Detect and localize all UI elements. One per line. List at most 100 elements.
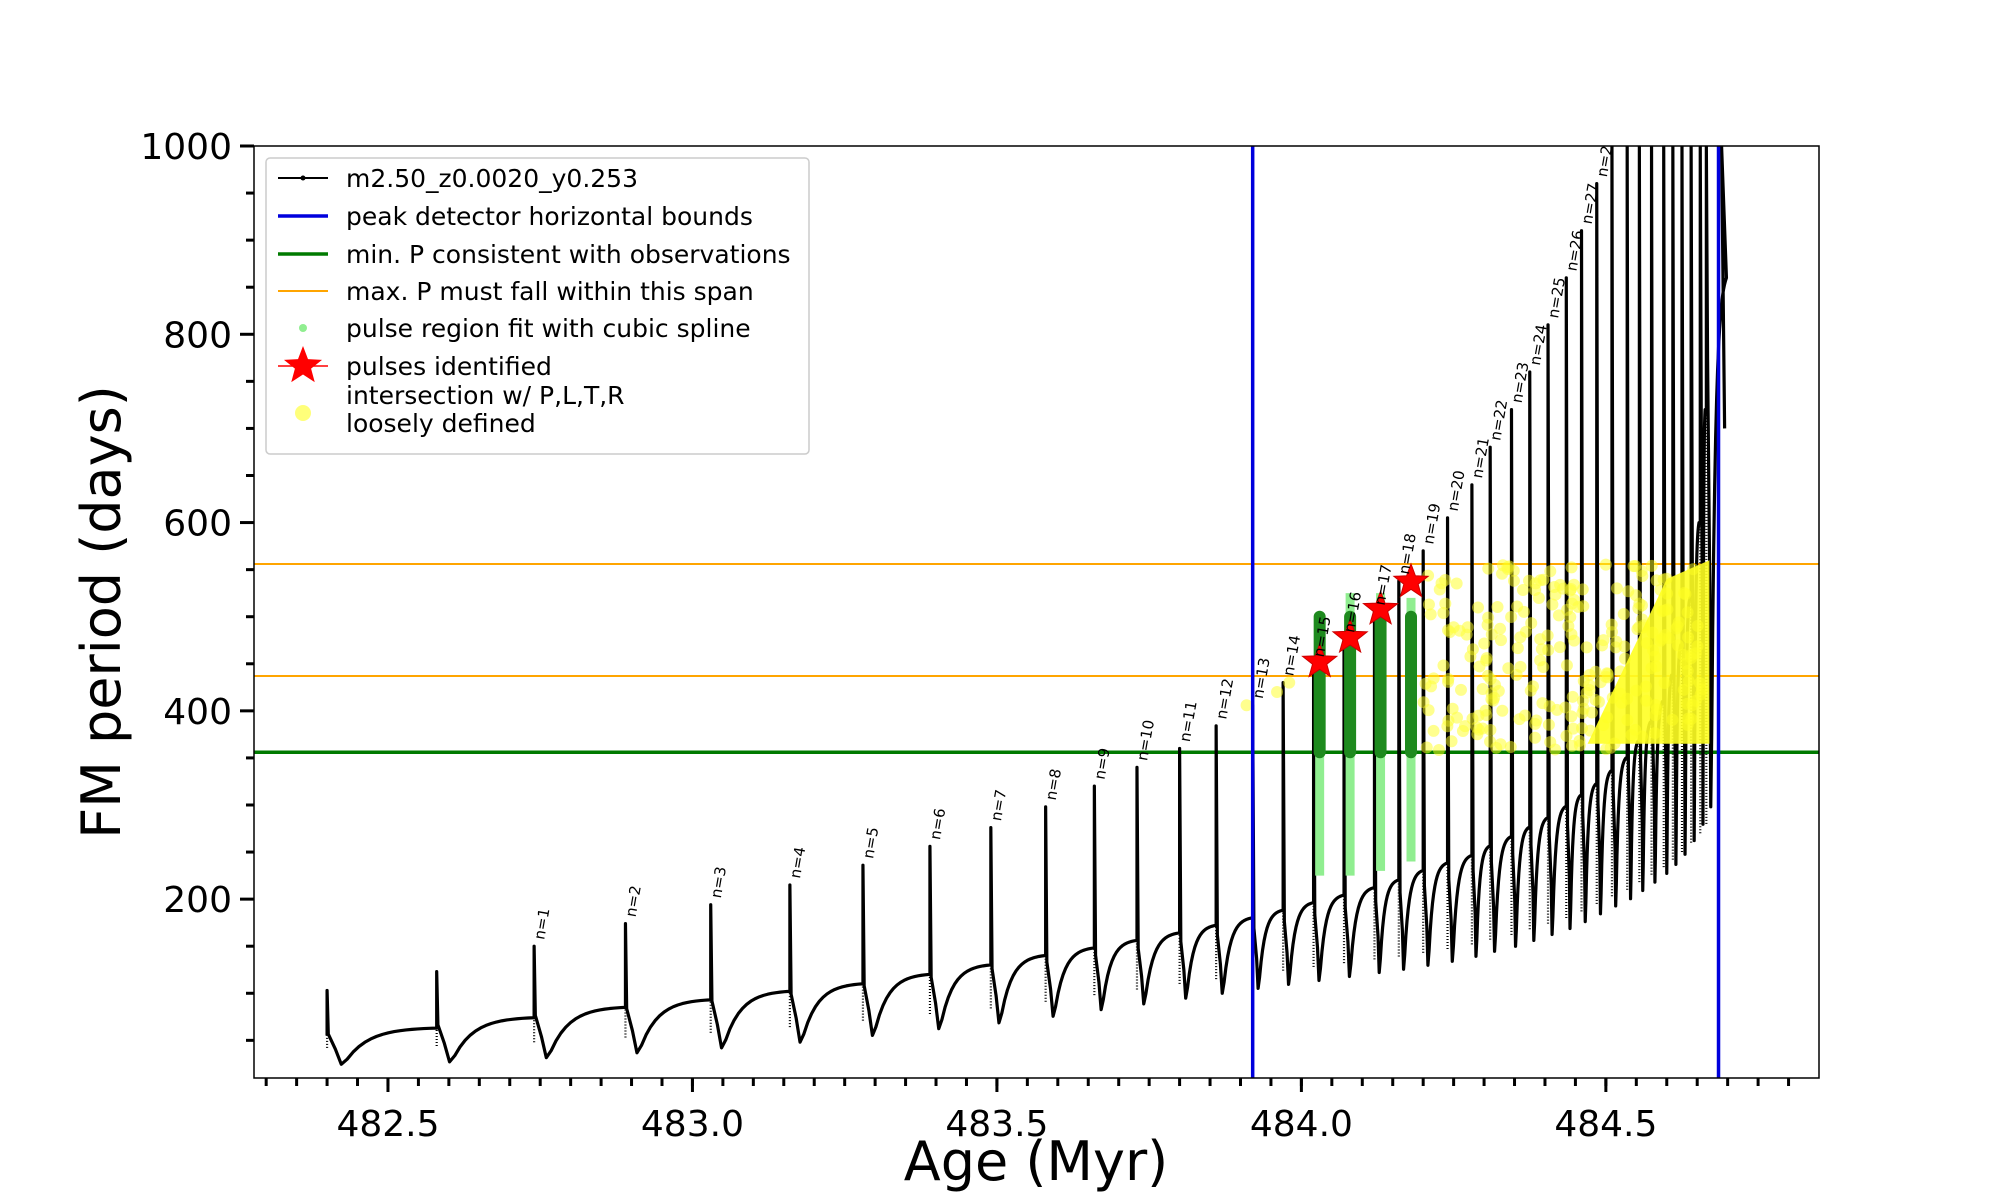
loosely-defined-point <box>1561 659 1573 671</box>
loosely-defined-point <box>1523 575 1535 587</box>
legend-label-line: intersection w/ P,L,T,R <box>346 381 625 410</box>
legend-handle-loose <box>295 405 311 421</box>
loosely-defined-point <box>1542 644 1554 656</box>
loosely-defined-point <box>1566 740 1578 752</box>
legend-label-spline: pulse region fit with cubic spline <box>346 314 751 343</box>
loosely-defined-point <box>1436 577 1448 589</box>
loosely-defined-point <box>1572 601 1584 613</box>
y-axis-label: FM period (days) <box>70 385 133 839</box>
loosely-defined-point <box>1428 672 1440 684</box>
loosely-defined-point <box>1496 705 1508 717</box>
loosely-defined-point <box>1584 669 1596 681</box>
loosely-defined-point <box>1418 696 1430 708</box>
loosely-defined-point <box>1629 560 1641 572</box>
loosely-defined-point <box>1505 741 1517 753</box>
y-tick-label: 1000 <box>140 127 232 168</box>
loosely-defined-point <box>1283 677 1295 689</box>
loosely-defined-point <box>1461 629 1473 641</box>
loosely-defined-point <box>1472 601 1484 613</box>
loosely-defined-point <box>1529 718 1541 730</box>
loosely-defined-point <box>1576 707 1588 719</box>
loosely-defined-point <box>1651 574 1663 586</box>
x-tick-label: 484.0 <box>1250 1104 1353 1145</box>
loosely-defined-point <box>1442 624 1454 636</box>
x-tick-label: 484.5 <box>1554 1104 1657 1145</box>
loosely-defined-point <box>1471 728 1483 740</box>
legend-label-maxP: max. P must fall within this span <box>346 277 754 306</box>
x-tick-label: 483.0 <box>641 1104 744 1145</box>
loosely-defined-point <box>1502 563 1514 575</box>
loosely-defined-point <box>1518 606 1530 618</box>
loosely-defined-point <box>1512 642 1524 654</box>
loosely-defined-point <box>1566 561 1578 573</box>
loosely-defined-point <box>1534 574 1546 586</box>
loosely-defined-point <box>1505 611 1517 623</box>
loosely-defined-point <box>1446 735 1458 747</box>
loosely-defined-point <box>1437 607 1449 619</box>
loosely-defined-point <box>1568 579 1580 591</box>
y-tick-label: 800 <box>163 315 232 356</box>
loosely-defined-point <box>1646 560 1658 572</box>
loosely-defined-point <box>1421 741 1433 753</box>
x-tick-label: 482.5 <box>336 1104 439 1145</box>
legend-label-pulses: pulses identified <box>346 352 552 381</box>
loosely-defined-point <box>1464 651 1476 663</box>
y-tick-label: 400 <box>163 692 232 733</box>
loosely-defined-point <box>1485 693 1497 705</box>
loosely-defined-point <box>1618 608 1630 620</box>
y-tick-label: 200 <box>163 880 232 921</box>
loosely-defined-point <box>1564 611 1576 623</box>
loosely-defined-point <box>1611 582 1623 594</box>
loosely-defined-point <box>1433 744 1445 756</box>
loosely-defined-point <box>1636 570 1648 582</box>
loosely-defined-point <box>1502 662 1514 674</box>
loosely-defined-point <box>1546 599 1558 611</box>
loosely-defined-point <box>1508 575 1520 587</box>
loosely-defined-point <box>1633 598 1645 610</box>
loosely-defined-point <box>1428 725 1440 737</box>
loosely-defined-point <box>1544 700 1556 712</box>
loosely-defined-point <box>1451 578 1463 590</box>
y-tick-label: 600 <box>163 504 232 545</box>
loosely-defined-point <box>1600 671 1612 683</box>
loosely-defined-point <box>1553 609 1565 621</box>
loosely-defined-point <box>1581 641 1593 653</box>
loosely-defined-point <box>1478 637 1490 649</box>
loosely-defined-point <box>1492 601 1504 613</box>
legend-label-minP: min. P consistent with observations <box>346 240 791 269</box>
x-axis-label: Age (Myr) <box>904 1130 1169 1193</box>
loosely-defined-point <box>1568 635 1580 647</box>
loosely-defined-point <box>1482 563 1494 575</box>
loosely-defined-point <box>1600 743 1612 755</box>
legend-handle-spline <box>299 324 307 332</box>
loosely-defined-point <box>1484 736 1496 748</box>
loosely-defined-point <box>1554 641 1566 653</box>
loosely-defined-point <box>1606 626 1618 638</box>
loosely-defined-point <box>1514 631 1526 643</box>
loosely-defined-point <box>1548 581 1560 593</box>
loosely-defined-point <box>1622 585 1634 597</box>
loosely-defined-point <box>1442 673 1454 685</box>
legend: m2.50_z0.0020_y0.253peak detector horizo… <box>266 158 809 454</box>
loosely-defined-point <box>1241 699 1253 711</box>
legend-label-bounds: peak detector horizontal bounds <box>346 202 753 231</box>
loosely-defined-point <box>1543 719 1555 731</box>
loosely-defined-point <box>1600 559 1612 571</box>
loosely-defined-point <box>1544 736 1556 748</box>
loosely-defined-point <box>1495 634 1507 646</box>
loosely-defined-point <box>1480 655 1492 667</box>
loosely-defined-point <box>1544 565 1556 577</box>
legend-handle-marker <box>301 176 306 181</box>
legend-label-track: m2.50_z0.0020_y0.253 <box>346 164 638 193</box>
loosely-defined-point <box>1567 691 1579 703</box>
loosely-defined-point <box>1447 703 1459 715</box>
loosely-defined-point <box>1455 684 1467 696</box>
loosely-defined-point <box>1437 660 1449 672</box>
loosely-defined-point <box>1537 661 1549 673</box>
loosely-defined-point <box>1596 639 1608 651</box>
loosely-defined-point <box>1271 686 1283 698</box>
loosely-defined-point <box>1482 619 1494 631</box>
loosely-defined-point <box>1559 701 1571 713</box>
loosely-defined-point <box>1529 732 1541 744</box>
